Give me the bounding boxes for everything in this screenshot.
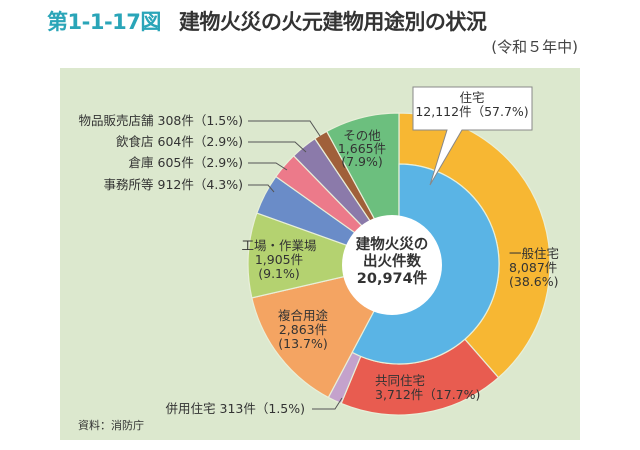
chart-title: 第1-1-17図 建物火災の火元建物用途別の状況 [47,6,487,36]
label-併用住宅: 併用住宅 313件（1.5%) [166,401,305,416]
label-複合用途: 複合用途 2,863件(13.7%) [278,308,329,351]
label-その他: その他 1,665件(7.9%) [338,128,386,169]
label-一般住宅: 一般住宅 8,087件(38.6%) [509,246,559,289]
leader-事務所等 [248,184,275,193]
label-飲食店: 飲食店 604件（2.9%) [116,134,243,149]
leader-併用住宅 [312,397,343,410]
chart-subtitle: (令和５年中) [491,38,578,56]
label-工場・作業場: 工場・作業場 1,905件(9.1%) [241,238,316,281]
label-住宅: 住宅 12,112件（57.7%) [415,90,528,119]
label-物品販売店舗: 物品販売店舗 308件（1.5%) [79,113,243,128]
leader-物品販売店舗 [248,120,321,137]
label-事務所等: 事務所等 912件（4.3%) [104,177,243,192]
center-hole [342,215,442,315]
callout-住宅 [412,86,533,186]
label-共同住宅: 共同住宅 3,712件（17.7%) [375,373,480,402]
source-note: 資料：消防庁 [78,419,144,432]
slice-工場・作業場 [247,212,402,299]
leader-飲食店 [248,141,307,153]
figure-title: 建物火災の火元建物用途別の状況 [178,10,487,34]
figure-number: 第1-1-17図 [47,10,161,34]
center-label: 建物火災の出火件数 20,974件 [356,235,429,287]
label-倉庫: 倉庫 605件（2.9%) [129,155,243,170]
leader-倉庫 [248,162,288,171]
